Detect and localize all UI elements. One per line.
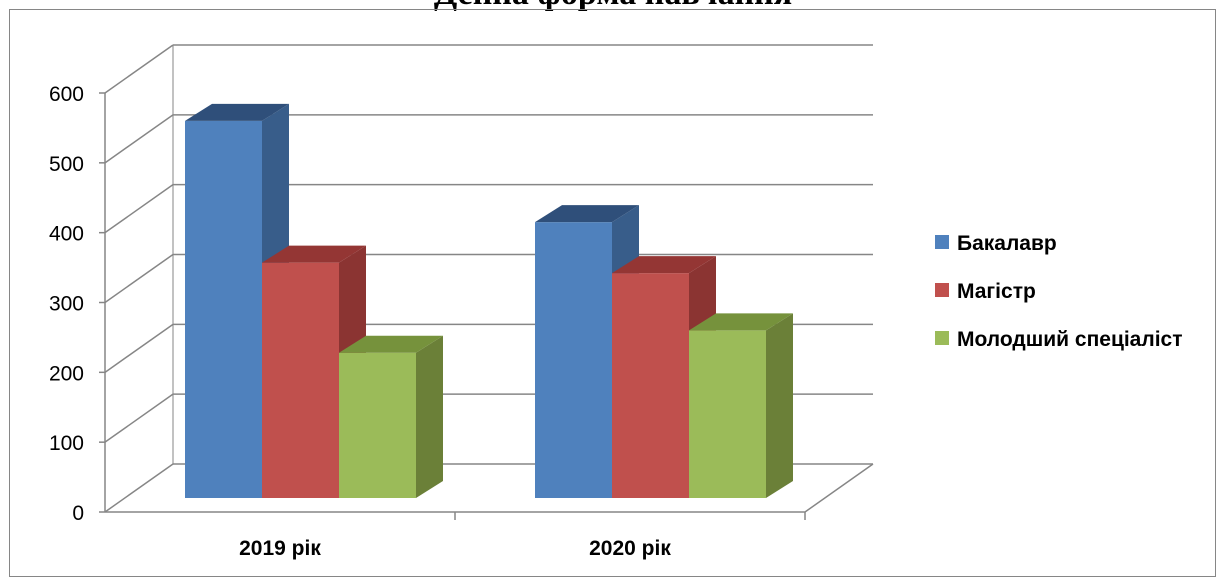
y-tick-labels: 0 100 200 300 400 500 600 [49,83,84,525]
bar-top [612,256,716,274]
y-tick-label: 300 [49,293,84,316]
bar-top [535,205,639,223]
x-tick-labels: 2019 рік 2020 рік [239,537,671,560]
y-tick-label: 400 [49,223,84,246]
legend-swatch [935,331,949,345]
bar [339,352,416,498]
gridline-side [104,393,174,443]
bar [262,262,339,498]
bar-side [416,335,443,498]
bar-top [185,103,289,121]
y-tick-label: 200 [49,362,84,385]
gridline-side [104,44,174,94]
axes [99,92,874,520]
legend: Бакалавр Магістр Молодший спеціаліст [935,232,1183,351]
gridline-side [104,253,174,304]
bar [689,330,766,498]
legend-label: Молодший спеціаліст [957,328,1183,351]
y-tick-label: 600 [49,83,84,106]
gridline-side [104,184,174,234]
legend-label: Магістр [957,280,1036,303]
bar [612,273,689,498]
legend-label: Бакалавр [957,232,1057,255]
x-tick-label: 2020 рік [589,537,671,560]
bar [185,120,262,499]
y-tick-label: 0 [72,502,84,525]
legend-swatch [935,235,949,249]
bar [535,222,612,499]
y-tick-label: 500 [49,153,84,176]
chart-border [9,9,1216,577]
bar-top [262,245,366,263]
gridline-side [104,463,174,513]
bars [185,103,793,499]
bar-side [766,313,793,498]
bar-top [339,335,443,353]
gridline-side [104,323,174,373]
legend-swatch [935,283,949,297]
y-tick-label: 100 [49,432,84,455]
x-tick-label: 2019 рік [239,537,321,560]
gridline-side [104,114,174,164]
bar-top [689,313,793,331]
